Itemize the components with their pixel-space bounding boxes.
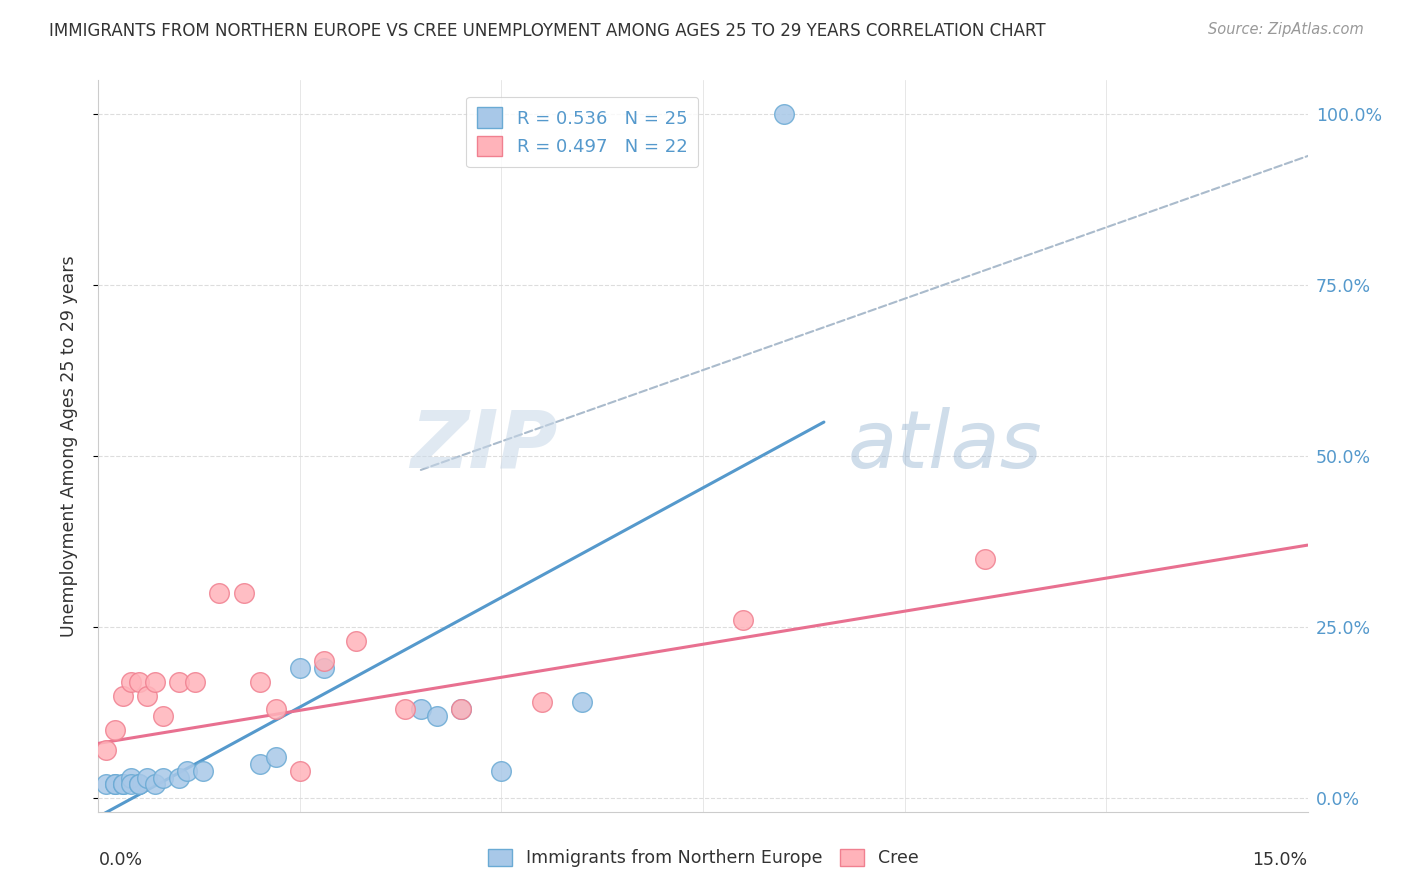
Legend: Immigrants from Northern Europe, Cree: Immigrants from Northern Europe, Cree — [481, 842, 925, 874]
Point — [128, 777, 150, 791]
Point — [120, 674, 142, 689]
Point — [208, 586, 231, 600]
Point — [314, 661, 336, 675]
Y-axis label: Unemployment Among Ages 25 to 29 years: Unemployment Among Ages 25 to 29 years — [59, 255, 77, 637]
Point — [530, 695, 553, 709]
Point — [96, 777, 118, 791]
Point — [394, 702, 416, 716]
Point — [288, 764, 311, 778]
Point — [450, 702, 472, 716]
Text: 0.0%: 0.0% — [98, 851, 142, 869]
Point — [120, 777, 142, 791]
Point — [96, 743, 118, 757]
Point — [232, 586, 254, 600]
Point — [167, 771, 190, 785]
Text: 15.0%: 15.0% — [1253, 851, 1308, 869]
Point — [103, 777, 125, 791]
Point — [135, 771, 157, 785]
Point — [103, 723, 125, 737]
Point — [264, 702, 287, 716]
Point — [733, 613, 755, 627]
Text: Source: ZipAtlas.com: Source: ZipAtlas.com — [1208, 22, 1364, 37]
Legend: R = 0.536   N = 25, R = 0.497   N = 22: R = 0.536 N = 25, R = 0.497 N = 22 — [465, 96, 699, 167]
Point — [426, 709, 449, 723]
Point — [409, 702, 432, 716]
Text: ZIP: ZIP — [411, 407, 558, 485]
Text: atlas: atlas — [848, 407, 1043, 485]
Point — [974, 551, 997, 566]
Point — [143, 777, 166, 791]
Point — [249, 756, 271, 771]
Point — [264, 750, 287, 764]
Point — [120, 771, 142, 785]
Point — [772, 107, 794, 121]
Point — [176, 764, 198, 778]
Point — [571, 695, 593, 709]
Point — [111, 777, 134, 791]
Point — [450, 702, 472, 716]
Point — [193, 764, 215, 778]
Point — [143, 674, 166, 689]
Point — [314, 654, 336, 668]
Point — [128, 777, 150, 791]
Point — [249, 674, 271, 689]
Point — [103, 777, 125, 791]
Point — [288, 661, 311, 675]
Point — [152, 709, 174, 723]
Point — [491, 764, 513, 778]
Point — [152, 771, 174, 785]
Point — [344, 633, 367, 648]
Point — [184, 674, 207, 689]
Point — [128, 674, 150, 689]
Point — [167, 674, 190, 689]
Text: IMMIGRANTS FROM NORTHERN EUROPE VS CREE UNEMPLOYMENT AMONG AGES 25 TO 29 YEARS C: IMMIGRANTS FROM NORTHERN EUROPE VS CREE … — [49, 22, 1046, 40]
Point — [111, 777, 134, 791]
Point — [111, 689, 134, 703]
Point — [135, 689, 157, 703]
